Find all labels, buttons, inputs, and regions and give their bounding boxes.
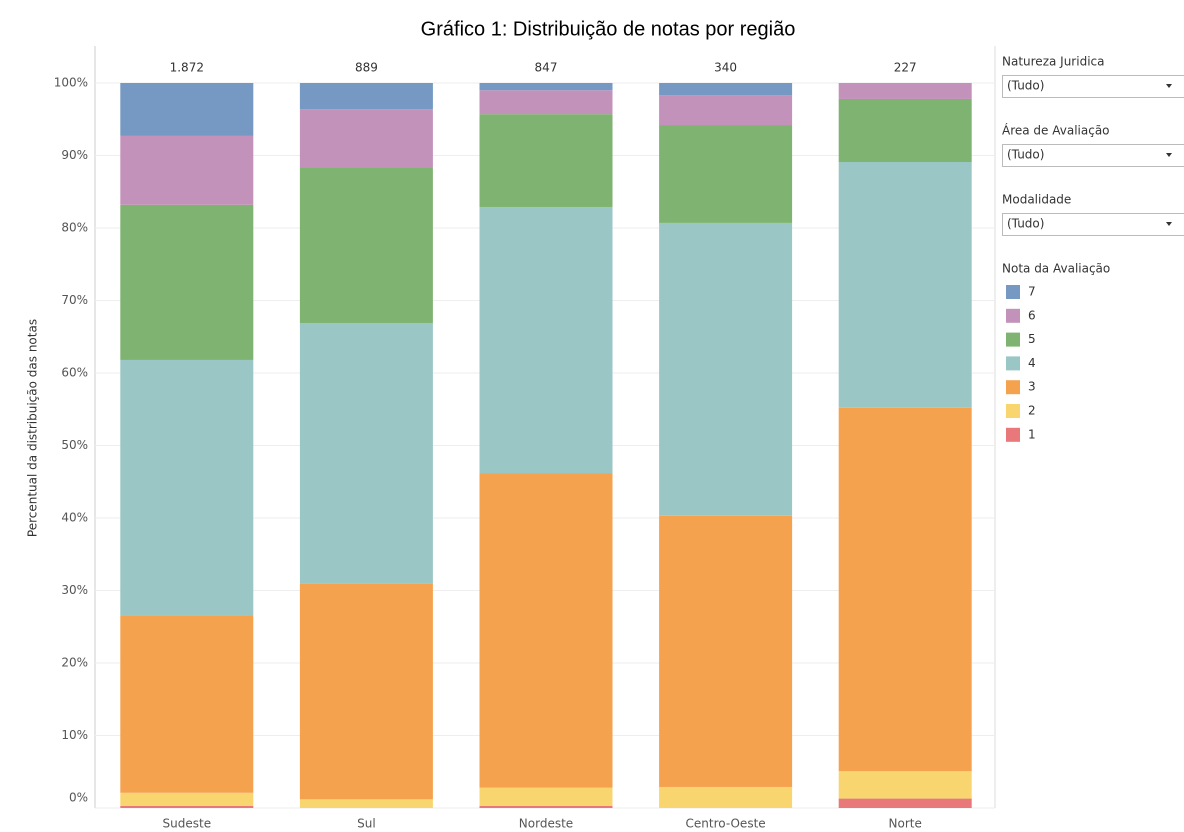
- dropdown-arrow: [1166, 84, 1172, 88]
- bar-segment: [479, 90, 613, 115]
- bar-segment: [659, 83, 793, 96]
- bar-segment: [838, 98, 972, 163]
- legend-swatch: [1006, 380, 1020, 395]
- legend-label: 7: [1028, 285, 1036, 299]
- bar-segment: [659, 786, 793, 808]
- bar-segment: [838, 162, 972, 408]
- y-tick-label: 40%: [61, 511, 88, 525]
- total-label: 1.872: [170, 61, 204, 75]
- bar-segment: [299, 583, 433, 800]
- x-tick-label: Sul: [357, 817, 376, 831]
- total-label: 340: [714, 61, 737, 75]
- bar-segment: [838, 798, 972, 808]
- legend-swatch: [1006, 308, 1020, 323]
- bar-segment: [479, 473, 613, 788]
- bar-segment: [120, 83, 254, 136]
- bar-segment: [299, 322, 433, 584]
- bar-segment: [299, 167, 433, 323]
- bar-segment: [299, 109, 433, 168]
- bar-segment: [120, 204, 254, 360]
- filter-label: Área de Avaliação: [1002, 123, 1110, 138]
- y-tick-label: 20%: [61, 656, 88, 670]
- bar-segment: [479, 206, 613, 474]
- legend-swatch: [1006, 356, 1020, 371]
- dropdown-arrow: [1166, 222, 1172, 226]
- y-tick-label: 10%: [61, 728, 88, 742]
- legend-label: 5: [1028, 332, 1036, 346]
- y-tick-label: 80%: [61, 221, 88, 235]
- filter-label: Natureza Juridica: [1002, 55, 1104, 69]
- x-tick-label: Centro-Oeste: [686, 817, 766, 831]
- filter-label: Modalidade: [1002, 193, 1071, 207]
- legend-label: 1: [1028, 427, 1036, 441]
- y-tick-label: 30%: [61, 583, 88, 597]
- bar-segment: [659, 95, 793, 126]
- bar-segment: [120, 792, 254, 806]
- legend-label: 6: [1028, 308, 1036, 322]
- legend-swatch: [1006, 427, 1020, 442]
- total-label: 889: [355, 61, 378, 75]
- bar-segment: [479, 83, 613, 91]
- bar-segment: [299, 83, 433, 110]
- y-tick-label: 60%: [61, 366, 88, 380]
- bar-segment: [838, 407, 972, 772]
- bar-segment: [479, 114, 613, 207]
- legend-swatch: [1006, 332, 1020, 347]
- bar-segment: [120, 805, 254, 808]
- filter-dropdown[interactable]: [1002, 75, 1184, 98]
- filter-dropdown[interactable]: [1002, 213, 1184, 236]
- y-tick-label: 0%: [69, 791, 88, 805]
- filter-value: (Tudo): [1007, 217, 1044, 231]
- filter-value: (Tudo): [1007, 148, 1044, 162]
- bar-segment: [120, 359, 254, 616]
- bar-segment: [120, 135, 254, 205]
- legend-label: 2: [1028, 404, 1036, 418]
- x-tick-label: Sudeste: [163, 817, 212, 831]
- bar-segment: [659, 515, 793, 787]
- chart-title: Gráfico 1: Distribuição de notas por reg…: [421, 18, 796, 40]
- legend-title: Nota da Avaliação: [1002, 262, 1110, 276]
- x-tick-label: Nordeste: [519, 817, 573, 831]
- y-tick-label: 100%: [54, 76, 88, 90]
- filter-value: (Tudo): [1007, 79, 1044, 93]
- legend-swatch: [1006, 404, 1020, 418]
- legend-label: 4: [1028, 356, 1036, 370]
- bar-segment: [479, 805, 613, 808]
- total-label: 847: [535, 61, 558, 75]
- bar-segment: [479, 787, 613, 806]
- y-tick-label: 50%: [61, 438, 88, 452]
- bar-segment: [120, 615, 254, 793]
- x-tick-label: Norte: [889, 817, 922, 831]
- bar-segment: [838, 771, 972, 799]
- bar-segment: [659, 125, 793, 223]
- y-tick-label: 70%: [61, 293, 88, 307]
- legend-label: 3: [1028, 380, 1036, 394]
- bar-segment: [659, 222, 793, 516]
- y-axis-label: Percentual da distribuição das notas: [26, 319, 40, 537]
- y-tick-label: 90%: [61, 148, 88, 162]
- bar-segment: [299, 799, 433, 808]
- filter-dropdown[interactable]: [1002, 144, 1184, 167]
- dropdown-arrow: [1166, 153, 1172, 157]
- legend-swatch: [1006, 285, 1020, 299]
- total-label: 227: [894, 61, 917, 75]
- bar-segment: [838, 83, 972, 99]
